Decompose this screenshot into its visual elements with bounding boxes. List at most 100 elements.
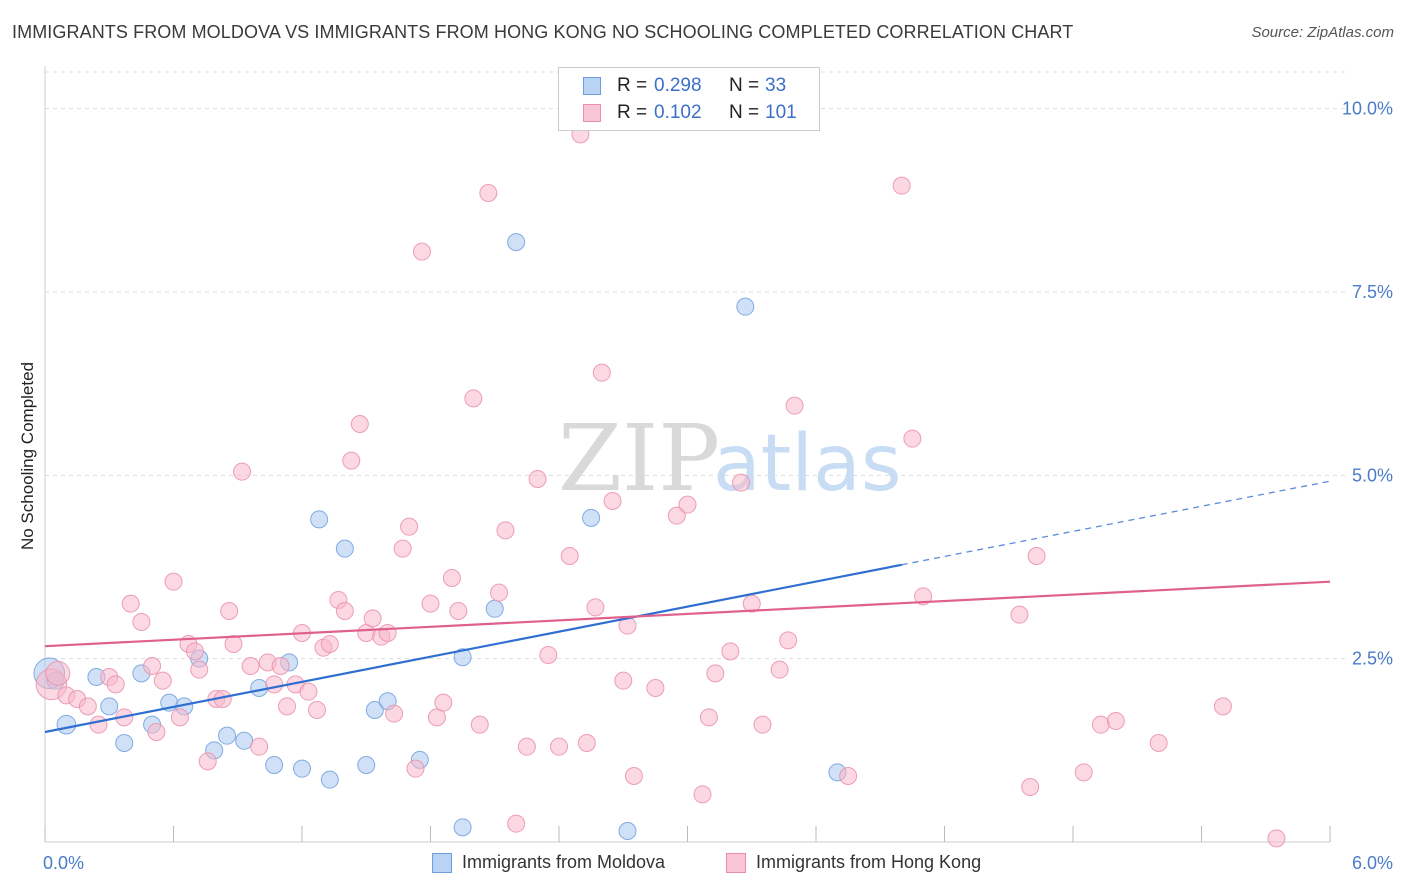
hongkong-point: [507, 814, 526, 833]
n-value: 101: [765, 102, 797, 123]
data-points: [33, 110, 1286, 848]
hongkong-point: [190, 660, 209, 679]
hongkong-point: [350, 415, 369, 433]
hongkong-point: [479, 184, 498, 202]
hongkong-point: [914, 587, 933, 606]
hongkong-point: [220, 602, 239, 620]
hongkong-point: [1074, 763, 1093, 782]
hongkong-point: [121, 594, 140, 613]
moldova-point: [365, 701, 384, 719]
hongkong-point: [421, 594, 440, 613]
hongkong-point: [378, 624, 397, 642]
y-tick-label: 2.5%: [1352, 649, 1393, 669]
hongkong-point: [278, 697, 297, 716]
r-value: 0.102: [654, 102, 702, 123]
hongkong-point: [434, 693, 453, 712]
hongkong-point: [233, 462, 252, 481]
moldova-point: [100, 697, 119, 716]
moldova-trend-line: [44, 563, 902, 734]
gridlines: [45, 71, 1348, 660]
hongkong-point: [603, 492, 622, 510]
hongkong-point: [624, 767, 643, 785]
n-label: N =: [729, 102, 760, 123]
hongkong-point: [307, 701, 326, 719]
hongkong-point: [1027, 547, 1046, 565]
hongkong-point: [335, 602, 354, 620]
x-tick-label: 0.0%: [43, 853, 84, 873]
tick-labels: 2.5% 5.0% 7.5% 10.0% 0.0% 6.0%: [43, 99, 1393, 873]
hongkong-point: [449, 602, 468, 620]
r-label: R =: [617, 75, 648, 96]
source-label: Source: ZipAtlas.com: [1251, 24, 1394, 41]
moldova-point: [335, 539, 354, 558]
r-value: 0.298: [654, 75, 702, 96]
moldova-point: [618, 822, 637, 840]
hongkong-point: [1267, 829, 1286, 848]
correlation-legend: R = 0.298 N = 33 R = 0.102 N = 101: [558, 67, 820, 131]
moldova-point: [218, 726, 237, 745]
n-value: 33: [765, 75, 787, 96]
hongkong-point: [164, 572, 183, 591]
moldova-point: [736, 297, 755, 316]
hongkong-point: [299, 682, 318, 701]
hongkong-point: [1021, 778, 1040, 796]
hongkong-point: [170, 708, 189, 727]
moldova-point: [293, 759, 311, 778]
hongkong-point: [143, 657, 162, 675]
n-label: N =: [729, 75, 760, 96]
watermark: ZIP atlas: [558, 405, 902, 512]
hongkong-point: [442, 569, 461, 587]
hongkong-point: [464, 389, 483, 408]
hongkong-point: [753, 715, 772, 734]
hongkong-point: [147, 723, 166, 741]
hongkong-point: [470, 715, 489, 734]
hongkong-point: [839, 767, 858, 785]
hongkong-point: [770, 660, 789, 679]
hongkong-point: [678, 495, 697, 514]
hongkong-point: [577, 734, 596, 752]
hongkong-legend-swatch: [726, 853, 746, 873]
hongkong-point: [78, 697, 97, 716]
hongkong-point: [779, 631, 798, 650]
hongkong-point: [198, 752, 217, 771]
hongkong-legend-label: Immigrants from Hong Kong: [756, 852, 982, 872]
hongkong-point: [271, 657, 290, 675]
hongkong-point: [412, 242, 431, 261]
moldova-point: [235, 731, 254, 750]
hongkong-point: [406, 759, 425, 778]
hongkong-point: [224, 635, 243, 653]
hongkong-point: [393, 539, 412, 558]
hongkong-point: [560, 547, 579, 565]
hongkong-point: [706, 664, 725, 683]
hongkong-point: [342, 451, 361, 470]
y-tick-label: 10.0%: [1342, 99, 1393, 119]
hongkong-point: [586, 598, 605, 617]
hongkong-point: [1149, 734, 1168, 752]
hongkong-point: [693, 785, 712, 804]
moldova-legend-swatch: [432, 853, 452, 873]
hongkong-point: [1213, 697, 1232, 716]
moldova-legend-label: Immigrants from Moldova: [462, 852, 666, 872]
hongkong-point: [400, 517, 419, 536]
hongkong-point: [732, 473, 751, 492]
hongkong-point: [592, 363, 611, 382]
hongkong-point: [363, 609, 382, 628]
r-label: R =: [617, 102, 648, 123]
hongkong-point: [903, 429, 922, 448]
hongkong-point: [185, 642, 204, 661]
moldova-point: [357, 756, 376, 774]
hongkong-point: [106, 675, 125, 694]
hongkong-point: [646, 679, 665, 697]
hongkong-point: [265, 675, 284, 694]
moldova-point: [485, 599, 504, 618]
hongkong-point: [250, 737, 269, 756]
hongkong-point: [528, 470, 547, 488]
moldova-point: [582, 508, 601, 527]
hongkong-point: [517, 737, 536, 756]
watermark-zip: ZIP: [558, 405, 720, 512]
hongkong-point: [132, 613, 151, 631]
hongkong-point: [496, 521, 515, 540]
axes: [44, 66, 1331, 843]
hongkong-point: [490, 583, 509, 602]
